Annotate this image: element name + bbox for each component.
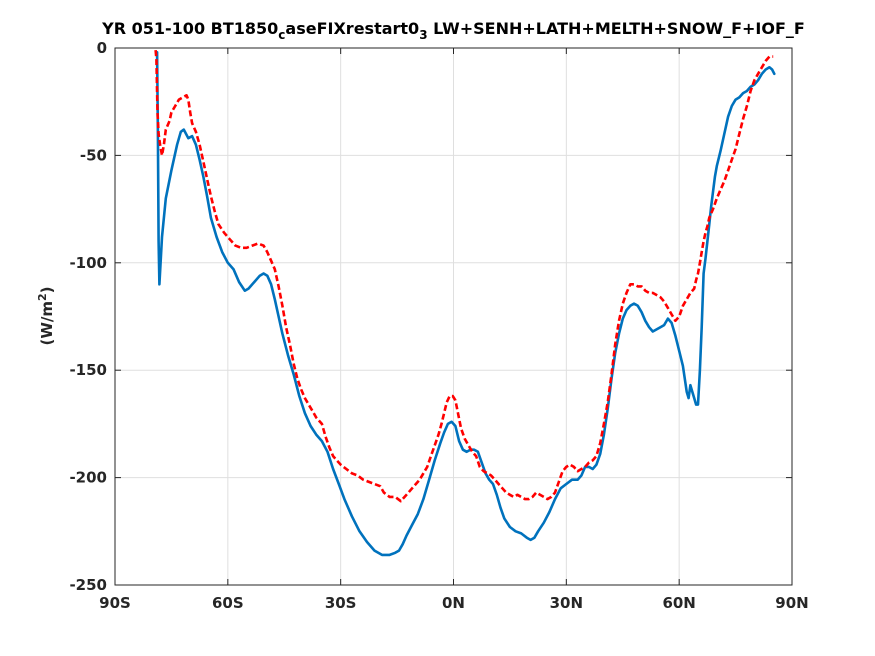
y-tick-label: -200 <box>69 469 107 487</box>
series-layer <box>154 49 776 557</box>
y-tick-label: -50 <box>80 146 107 164</box>
chart-title: YR 051-100 BT1850caseFIXrestart03 LW+SEN… <box>101 19 805 42</box>
y-axis-label: (W/m2) <box>36 286 56 345</box>
y-tick-label: -100 <box>69 254 107 272</box>
y-tick-label: 0 <box>97 39 107 57</box>
x-tick-label: 90S <box>99 594 131 612</box>
x-tick-label: 0N <box>442 594 465 612</box>
y-tick-label: -250 <box>69 576 107 594</box>
series-line-2 <box>154 49 774 503</box>
y-axis-label-suffix: ) <box>38 286 56 293</box>
chart-title-subscript-1: c <box>278 28 285 42</box>
y-axis-label-superscript: 2 <box>36 293 49 301</box>
x-tick-label: 60S <box>212 594 244 612</box>
x-tick-label: 60N <box>662 594 695 612</box>
x-tick-label: 30N <box>550 594 583 612</box>
gridlines <box>115 48 792 585</box>
series-line-1 <box>155 51 776 557</box>
x-tick-label: 90N <box>775 594 808 612</box>
chart-title-prefix: YR 051-100 BT1850 <box>101 19 278 38</box>
x-tick-label: 30S <box>325 594 357 612</box>
y-tick-label: -150 <box>69 361 107 379</box>
y-axis-label-prefix: (W/m <box>38 301 56 346</box>
chart-title-subscript-2: 3 <box>419 28 427 42</box>
chart-title-suffix: LW+SENH+LATH+MELTH+SNOW_F+IOF_F <box>428 19 805 38</box>
ticks: 90S 60S 30S 0N 30N 60N 90N 0 -50 -100 -150 -200 -250 <box>69 39 808 612</box>
chart-title-middle: aseFIXrestart0 <box>285 19 419 38</box>
